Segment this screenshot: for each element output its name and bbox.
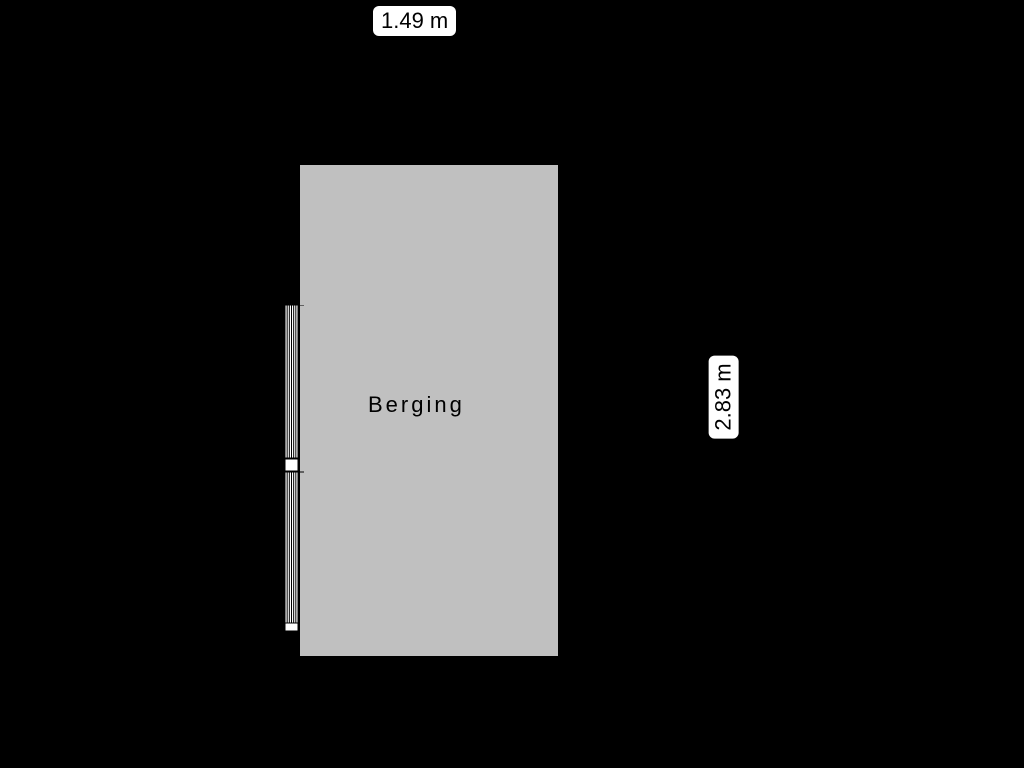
width-dimension-label: 1.49 m [373, 6, 456, 36]
room-label: Berging [368, 392, 465, 418]
height-dimension-label: 2.83 m [708, 355, 738, 438]
door-symbol [278, 305, 305, 633]
floorplan-canvas: Berging 1.49 m 2.83 m [0, 0, 1024, 768]
